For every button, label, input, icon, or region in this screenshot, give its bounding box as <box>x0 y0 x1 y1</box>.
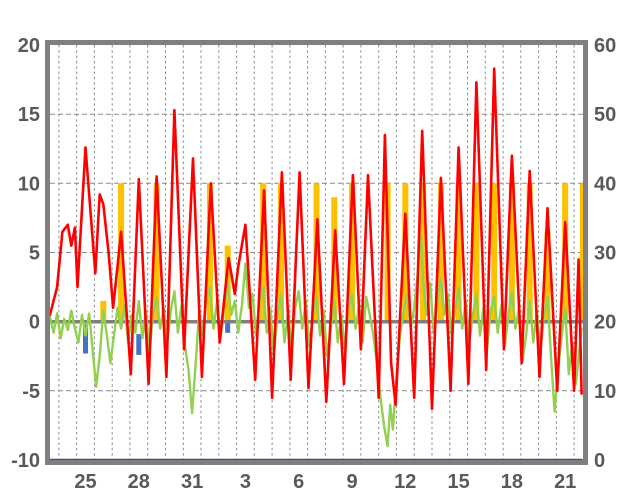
svg-text:15: 15 <box>18 104 40 126</box>
svg-text:12: 12 <box>394 471 416 493</box>
svg-text:18: 18 <box>501 471 523 493</box>
svg-text:6: 6 <box>293 471 304 493</box>
svg-text:0: 0 <box>594 450 605 472</box>
svg-text:10: 10 <box>18 173 40 195</box>
svg-text:5: 5 <box>29 243 40 265</box>
svg-text:9: 9 <box>346 471 357 493</box>
svg-text:40: 40 <box>594 173 616 195</box>
svg-text:25: 25 <box>74 471 96 493</box>
svg-text:10: 10 <box>594 381 616 403</box>
svg-text:60: 60 <box>594 35 616 57</box>
svg-text:50: 50 <box>594 104 616 126</box>
svg-text:20: 20 <box>594 312 616 334</box>
svg-text:31: 31 <box>181 471 203 493</box>
svg-text:3: 3 <box>240 471 251 493</box>
svg-text:-10: -10 <box>11 450 40 472</box>
svg-text:15: 15 <box>447 471 469 493</box>
svg-text:28: 28 <box>128 471 150 493</box>
svg-text:21: 21 <box>554 471 576 493</box>
svg-text:30: 30 <box>594 243 616 265</box>
svg-text:-5: -5 <box>22 381 40 403</box>
svg-text:0: 0 <box>29 312 40 334</box>
svg-text:20: 20 <box>18 35 40 57</box>
